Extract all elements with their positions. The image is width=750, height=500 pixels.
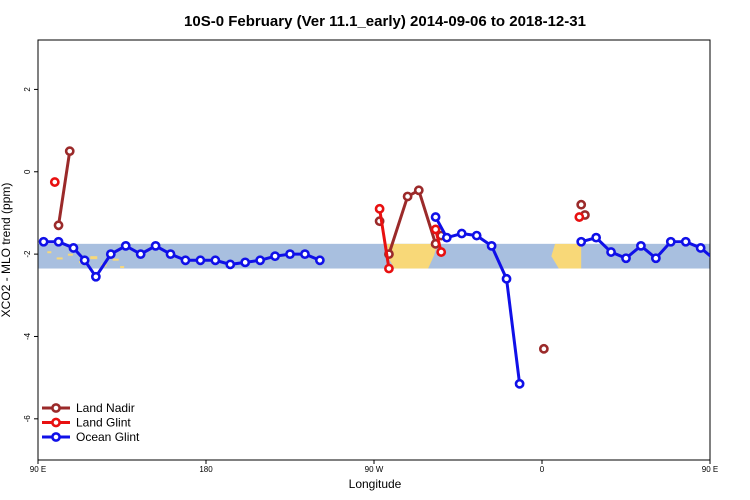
x-tick-label: 90 E [30,465,46,474]
legend-item-ocean-glint: Ocean Glint [42,430,140,444]
ocean-glint-point [300,249,310,260]
legend-swatch-marker [51,403,61,413]
legend-item-land-glint: Land Glint [42,416,131,430]
ocean-glint-point [270,251,280,262]
series-layer [38,146,750,389]
series-ocean-glint [38,212,749,389]
ocean-glint-point [165,249,176,260]
ocean-glint-point [135,249,146,260]
ocean-glint-point [285,249,295,260]
ocean-glint-point [38,236,49,247]
ocean-glint-point [576,236,587,247]
y-axis-label: XCO2 - MLO trend (ppm) [0,183,13,318]
land-glint-point [384,263,394,274]
y-tick-label: 0 [23,169,32,174]
land-glint-point [574,212,585,222]
ocean-glint-point [90,271,101,282]
land-glint-point [430,224,441,235]
y-tick-label: -6 [23,415,32,423]
land-nadir-point [413,185,424,196]
ocean-glint-point [514,378,525,389]
ocean-glint-point [471,230,482,241]
ocean-glint-point [314,255,325,266]
legend-label: Land Glint [76,416,131,430]
ocean-glint-point [742,251,749,258]
land-nadir-line [387,188,438,255]
ocean-glint-point [665,236,676,247]
ocean-glint-point [79,255,90,266]
legend-swatch-marker [51,417,61,428]
land-glint-point [436,247,447,257]
ocean-glint-point [225,259,236,270]
land-glint-point [374,203,385,214]
island [90,256,98,260]
ocean-glint-point [150,240,161,251]
ocean-glint-point [441,232,452,243]
x-axis-label: Longitude [349,477,402,491]
ocean-glint-point [650,253,661,264]
legend-label: Ocean Glint [76,430,140,444]
land-nadir-point [576,199,587,210]
legend-item-land-nadir: Land Nadir [42,401,135,415]
x-tick-label: 0 [540,465,545,474]
island [120,266,125,269]
island [56,257,63,260]
ocean-glint-point [712,257,719,264]
ocean-glint-point [53,236,64,247]
ocean-glint-point [180,255,191,266]
land-glint-line [378,208,391,269]
land-nadir-point [64,146,75,157]
series-land-nadir [53,146,750,354]
ocean-glint-point [240,257,251,268]
land-nadir-point [53,220,64,231]
ocean-glint-point [606,247,616,257]
island [47,251,52,254]
land-nadir-line [738,151,750,225]
tick-layer: 90 E 180 90 W 0 90 E 2 0 -2 -4 -6 [23,87,718,474]
legend-swatch-marker [51,432,61,442]
ocean-glint-point [210,255,221,266]
ocean-glint-point [621,253,631,264]
x-tick-label: 180 [199,465,213,474]
ocean-glint-point [120,240,131,251]
land-nadir-point [734,222,741,229]
ocean-glint-point [195,255,206,266]
ocean-glint-point [255,255,266,266]
ocean-glint-point [456,228,467,239]
legend-label: Land Nadir [76,401,135,415]
ocean-glint-point [501,273,512,284]
island [67,253,73,256]
ocean-glint-point [680,236,691,247]
y-tick-label: -4 [23,332,32,340]
ocean-glint-point [727,273,734,280]
chart-title: 10S-0 February (Ver 11.1_early) 2014-09-… [184,13,586,30]
ocean-glint-point [105,249,116,260]
ocean-glint-point [695,243,706,253]
series-land-glint [49,177,741,274]
ocean-glint-point [636,240,646,251]
land-glint-point [49,177,60,187]
y-tick-label: -2 [23,250,32,258]
ocean-glint-point [430,212,441,222]
land-nadir-point [402,191,413,202]
y-tick-label: 2 [23,87,32,92]
ocean-glint-point [591,232,602,243]
x-tick-label: 90 W [365,465,384,474]
ocean-glint-point [68,243,79,253]
land-nadir-line [57,150,72,226]
land-americas [387,243,438,269]
ocean-glint-point [486,240,497,251]
land-glint-point [734,178,741,185]
x-tick-label: 90 E [702,465,718,474]
land-nadir-point [538,343,549,354]
island [112,258,119,261]
land-africa [551,243,582,269]
